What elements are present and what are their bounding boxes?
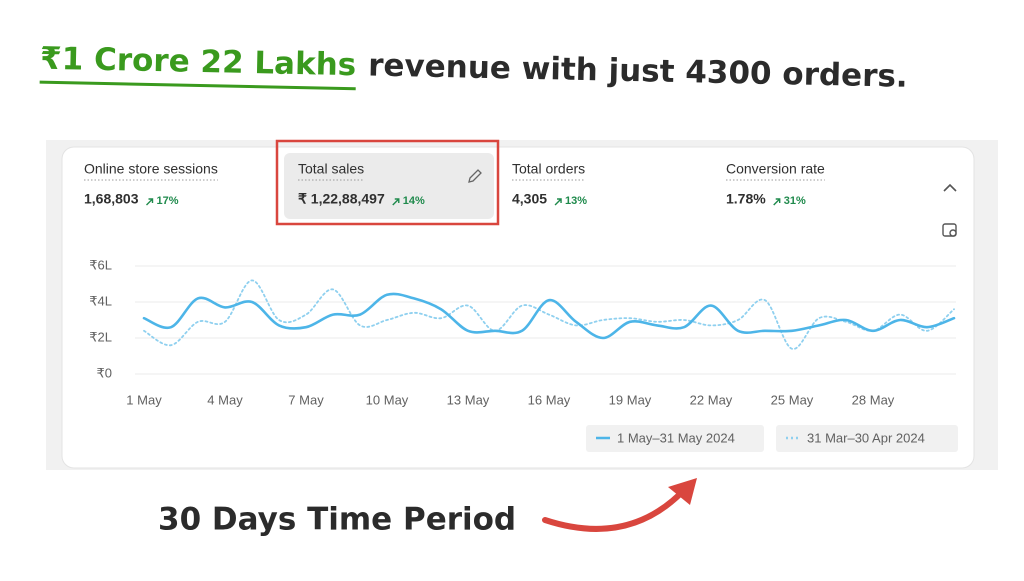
x-tick-label: 22 May (690, 392, 733, 407)
metric-label[interactable]: Total orders (512, 161, 585, 177)
selected-metric-bg (284, 153, 494, 219)
arrow-head (668, 478, 697, 505)
metrics: Online store sessions 1,68,803 17% Total sa… (84, 161, 825, 207)
headline-highlight: ₹1 Crore 22 Lakhs (40, 41, 357, 84)
highlight-box (275, 139, 500, 226)
headline: ₹1 Crore 22 Lakhs revenue with just 4300… (39, 41, 908, 95)
metric-label[interactable]: Conversion rate (726, 161, 825, 177)
metric-change: 31% (784, 195, 806, 207)
legend-box[interactable] (776, 425, 958, 452)
x-tick-label: 13 May (447, 392, 490, 407)
icon-part (949, 229, 957, 237)
x-tick-label: 7 May (288, 392, 324, 407)
legend-label[interactable]: 31 Mar–30 Apr 2024 (807, 430, 925, 445)
x-tick-label: 10 May (366, 392, 409, 407)
trend-up-icon (554, 198, 562, 206)
y-tick-label: ₹6L (89, 257, 112, 272)
metric-value: 4,305 (512, 191, 547, 207)
metric-value: 1,68,803 (84, 191, 139, 207)
metric-change: 17% (157, 195, 179, 207)
y-tick-label: ₹0 (96, 365, 112, 380)
x-tick-label: 19 May (609, 392, 652, 407)
x-tick-label: 28 May (852, 392, 895, 407)
footer-caption: 30 Days Time Period (158, 502, 516, 538)
metric-label[interactable]: Online store sessions (84, 161, 218, 177)
trend-up-icon (146, 198, 154, 206)
icon-part (942, 223, 957, 237)
collapse-button[interactable] (943, 183, 957, 192)
x-tick-label: 16 May (528, 392, 571, 407)
metric-change: 14% (403, 195, 425, 207)
trend-up-icon (392, 198, 400, 206)
metric-label[interactable]: Total sales (298, 161, 364, 177)
arrow (542, 485, 689, 532)
y-tick-label: ₹2L (89, 329, 112, 344)
legend: 1 May–31 May 2024 31 Mar–30 Apr 2024 (596, 430, 925, 445)
metric-value: ₹ 1,22,88,497 (298, 191, 385, 207)
x-tick-label: 1 May (126, 392, 162, 407)
x-tick-label: 25 May (771, 392, 814, 407)
x-tick-label: 4 May (207, 392, 243, 407)
metric-value: 1.78% (726, 191, 766, 207)
chart: ₹0 ₹2L ₹4L ₹6L 1 May 4 May 7 May 10 May 13 May 16… (89, 257, 956, 407)
metric-change: 13% (565, 195, 587, 207)
headline-text: revenue with just 4300 orders. (368, 47, 908, 94)
y-tick-label: ₹4L (89, 293, 112, 308)
series-line (142, 292, 956, 340)
edit-icon[interactable] (468, 169, 482, 183)
legend-box[interactable] (586, 425, 764, 452)
series-line (143, 279, 955, 350)
chart-toggle-icon[interactable] (942, 223, 957, 237)
trend-up-icon (773, 198, 781, 206)
headline-underline (39, 80, 356, 91)
legend-label[interactable]: 1 May–31 May 2024 (617, 430, 735, 445)
